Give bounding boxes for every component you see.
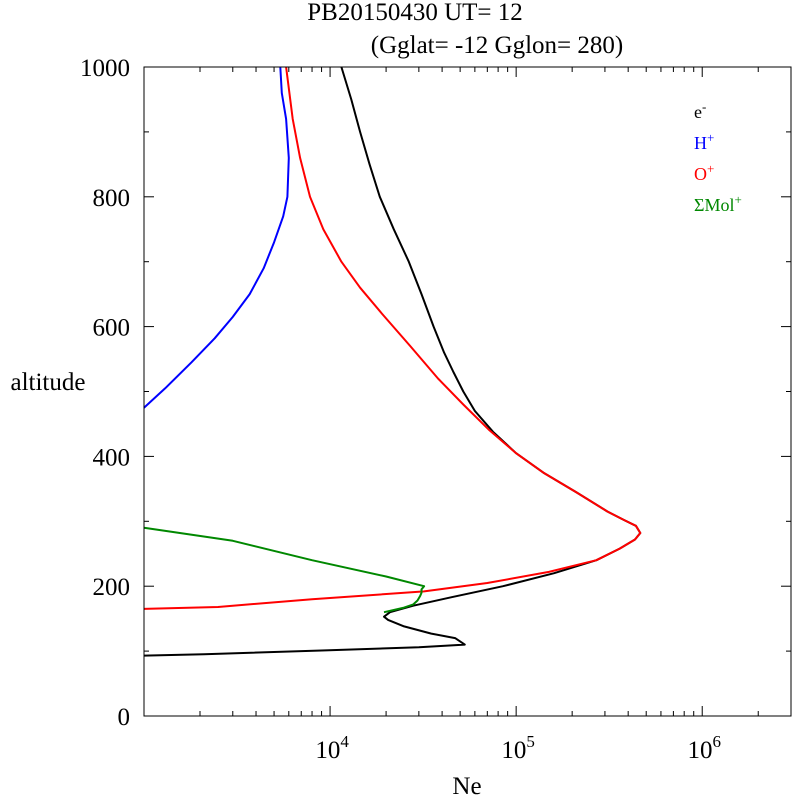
series-line-1 [143, 66, 290, 409]
chart-title: PB20150430 UT= 12 [307, 0, 523, 26]
y-tick-label: 1000 [80, 55, 130, 82]
legend-item-1: H+ [694, 130, 714, 153]
x-tick-label: 106 [687, 732, 721, 764]
x-axis-label: Ne [452, 773, 481, 796]
y-tick-label: 0 [118, 704, 131, 731]
ticks-layer: 0 200 400 600 800 1000 104 105 106 [80, 55, 792, 764]
series-line-3 [143, 526, 426, 614]
legend-item-3: ΣMol+ [694, 192, 742, 215]
legend: e- H+ O+ ΣMol+ [694, 99, 742, 215]
y-axis-label: altitude [11, 369, 86, 396]
legend-item-2: O+ [694, 161, 714, 184]
chart-subtitle: (Gglat= -12 Gglon= 280) [371, 32, 623, 59]
x-tick-label: 105 [501, 732, 535, 764]
y-tick-label: 400 [93, 444, 131, 471]
y-tick-label: 200 [93, 574, 131, 601]
y-tick-label: 800 [93, 185, 131, 212]
y-tick-label: 600 [93, 315, 131, 342]
x-tick-label: 104 [315, 732, 349, 764]
series-line-2 [143, 66, 642, 610]
series-layer [143, 66, 642, 657]
legend-item-0: e- [694, 99, 706, 122]
